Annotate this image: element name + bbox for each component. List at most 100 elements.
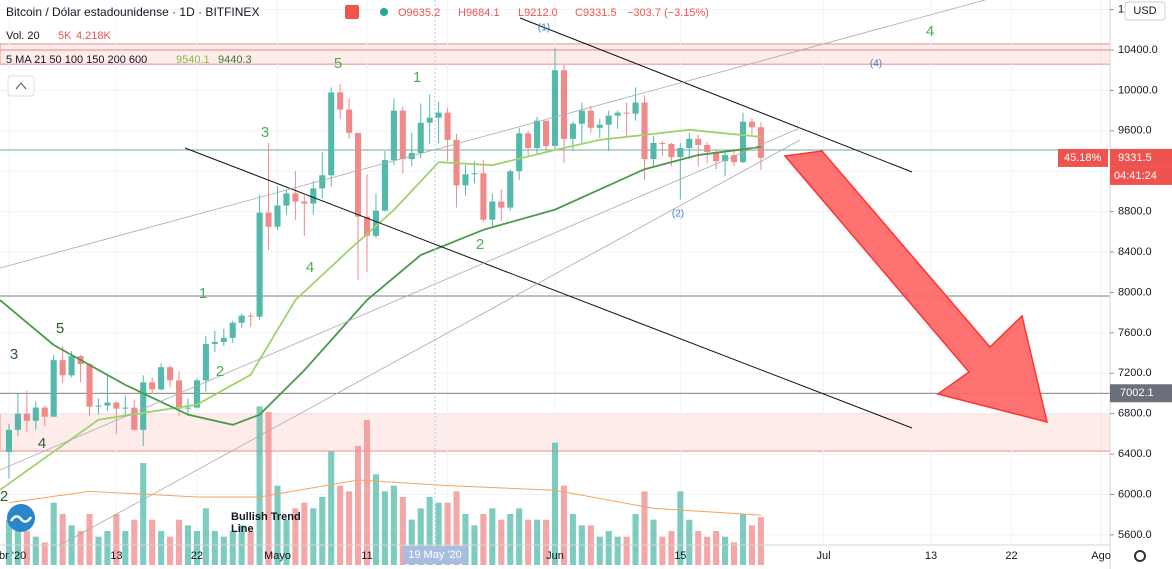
candle-body (704, 144, 711, 153)
settings-icon[interactable] (1134, 550, 1146, 562)
channel-line (0, 127, 801, 471)
candle-body (50, 360, 57, 417)
countdown-box (1110, 166, 1172, 185)
y-tick-label: 10400.0 (1118, 44, 1158, 56)
volume-bar (704, 536, 711, 565)
volume-bar (713, 531, 720, 565)
candle-body (659, 142, 666, 144)
volume-bar (59, 514, 66, 565)
x-tick-label: 15 (674, 550, 686, 562)
candle-body (337, 92, 344, 110)
change: −303.7 (−3.15%) (627, 7, 709, 19)
volume-bar (122, 531, 129, 565)
candle-body (184, 407, 192, 409)
candle-body (560, 70, 567, 139)
volume-bar (650, 519, 657, 565)
volume-bar (695, 531, 702, 565)
candle-body (507, 171, 514, 208)
low: L9212.0 (518, 7, 558, 19)
volume-bar (757, 517, 764, 565)
volume-bar (480, 514, 487, 565)
volume-bar (23, 531, 30, 565)
candle-body (569, 123, 576, 139)
candle-body (722, 155, 729, 162)
volume-bar (104, 531, 111, 565)
collapse-icon (15, 82, 27, 90)
volume-bar (193, 531, 200, 565)
ma-line (0, 146, 762, 426)
candle-body (713, 152, 720, 162)
candle-body (175, 380, 183, 409)
candle-body (14, 413, 21, 430)
candle-body (650, 142, 657, 160)
volume-bar (328, 451, 335, 565)
ma-line (0, 128, 761, 491)
y-tick-label: 10000.0 (1118, 84, 1158, 96)
candle-body (59, 360, 66, 376)
volume-bar (677, 491, 684, 565)
candle-body (238, 315, 245, 323)
candle-body (695, 138, 702, 145)
volume-bar (95, 536, 102, 565)
volume-bar (363, 419, 371, 565)
candle-body (5, 429, 12, 453)
volume-bar (489, 508, 496, 565)
volume-bar (337, 485, 344, 565)
wave-label: 1 (199, 285, 207, 302)
candle-body (193, 380, 200, 408)
volume-bar (569, 514, 576, 565)
candle-body (677, 147, 684, 158)
candle-body (346, 109, 353, 133)
collapse-button[interactable] (7, 75, 35, 97)
candle-body (390, 110, 397, 161)
plot (0, 0, 1111, 565)
volume-bar (211, 531, 218, 565)
volume-bar (498, 519, 505, 565)
volume-bar (265, 412, 272, 565)
candle-body (605, 115, 612, 125)
wave-label: 2 (216, 363, 224, 380)
y-tick-label: 8000.0 (1118, 286, 1152, 298)
volume-bar (77, 531, 84, 565)
vol-label: Vol. 20 (6, 30, 40, 42)
volume-bar (722, 536, 729, 565)
volume-bar (435, 502, 442, 565)
price-box (1110, 148, 1172, 167)
y-tick-label: 6000.0 (1118, 488, 1152, 500)
volume-bar (614, 536, 621, 565)
candle-body (426, 117, 433, 123)
candle-body (730, 155, 738, 163)
candle-body (211, 341, 218, 344)
volume-bar (158, 531, 165, 565)
wave-label: (1) (538, 23, 550, 34)
volume-bar (462, 514, 469, 565)
wave-label: (2) (672, 209, 684, 220)
candle-body (32, 407, 39, 421)
candle-body (122, 407, 129, 409)
drawing-label-line: Bullish Trend (231, 511, 301, 523)
volume-bar (167, 536, 174, 565)
level-label: 7002.1 (1120, 387, 1154, 399)
candle-body (363, 216, 371, 236)
candle-body (551, 70, 559, 146)
ma-b: 9440.3 (218, 54, 252, 66)
volume-bar (301, 502, 308, 565)
candle-body (596, 124, 603, 128)
volume-bar (292, 508, 299, 565)
candle-body (68, 356, 75, 376)
drawing-label: Bullish Trend Line (231, 511, 301, 535)
candle-body (167, 367, 174, 381)
candle-body (525, 133, 532, 148)
candle-body (283, 193, 290, 206)
wave-label: 4 (38, 435, 46, 452)
candle-body (149, 382, 156, 390)
volume-bar (516, 508, 523, 565)
crosshair-label: 19 May '20 (408, 549, 461, 561)
candle-body (301, 201, 308, 204)
volume-bar (346, 491, 353, 565)
candle-body (328, 92, 335, 176)
pct-box (1058, 148, 1108, 167)
candle-body (229, 322, 236, 338)
volume-bar (274, 485, 281, 565)
